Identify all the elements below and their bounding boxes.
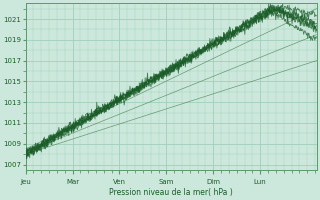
X-axis label: Pression niveau de la mer( hPa ): Pression niveau de la mer( hPa ) [109,188,233,197]
